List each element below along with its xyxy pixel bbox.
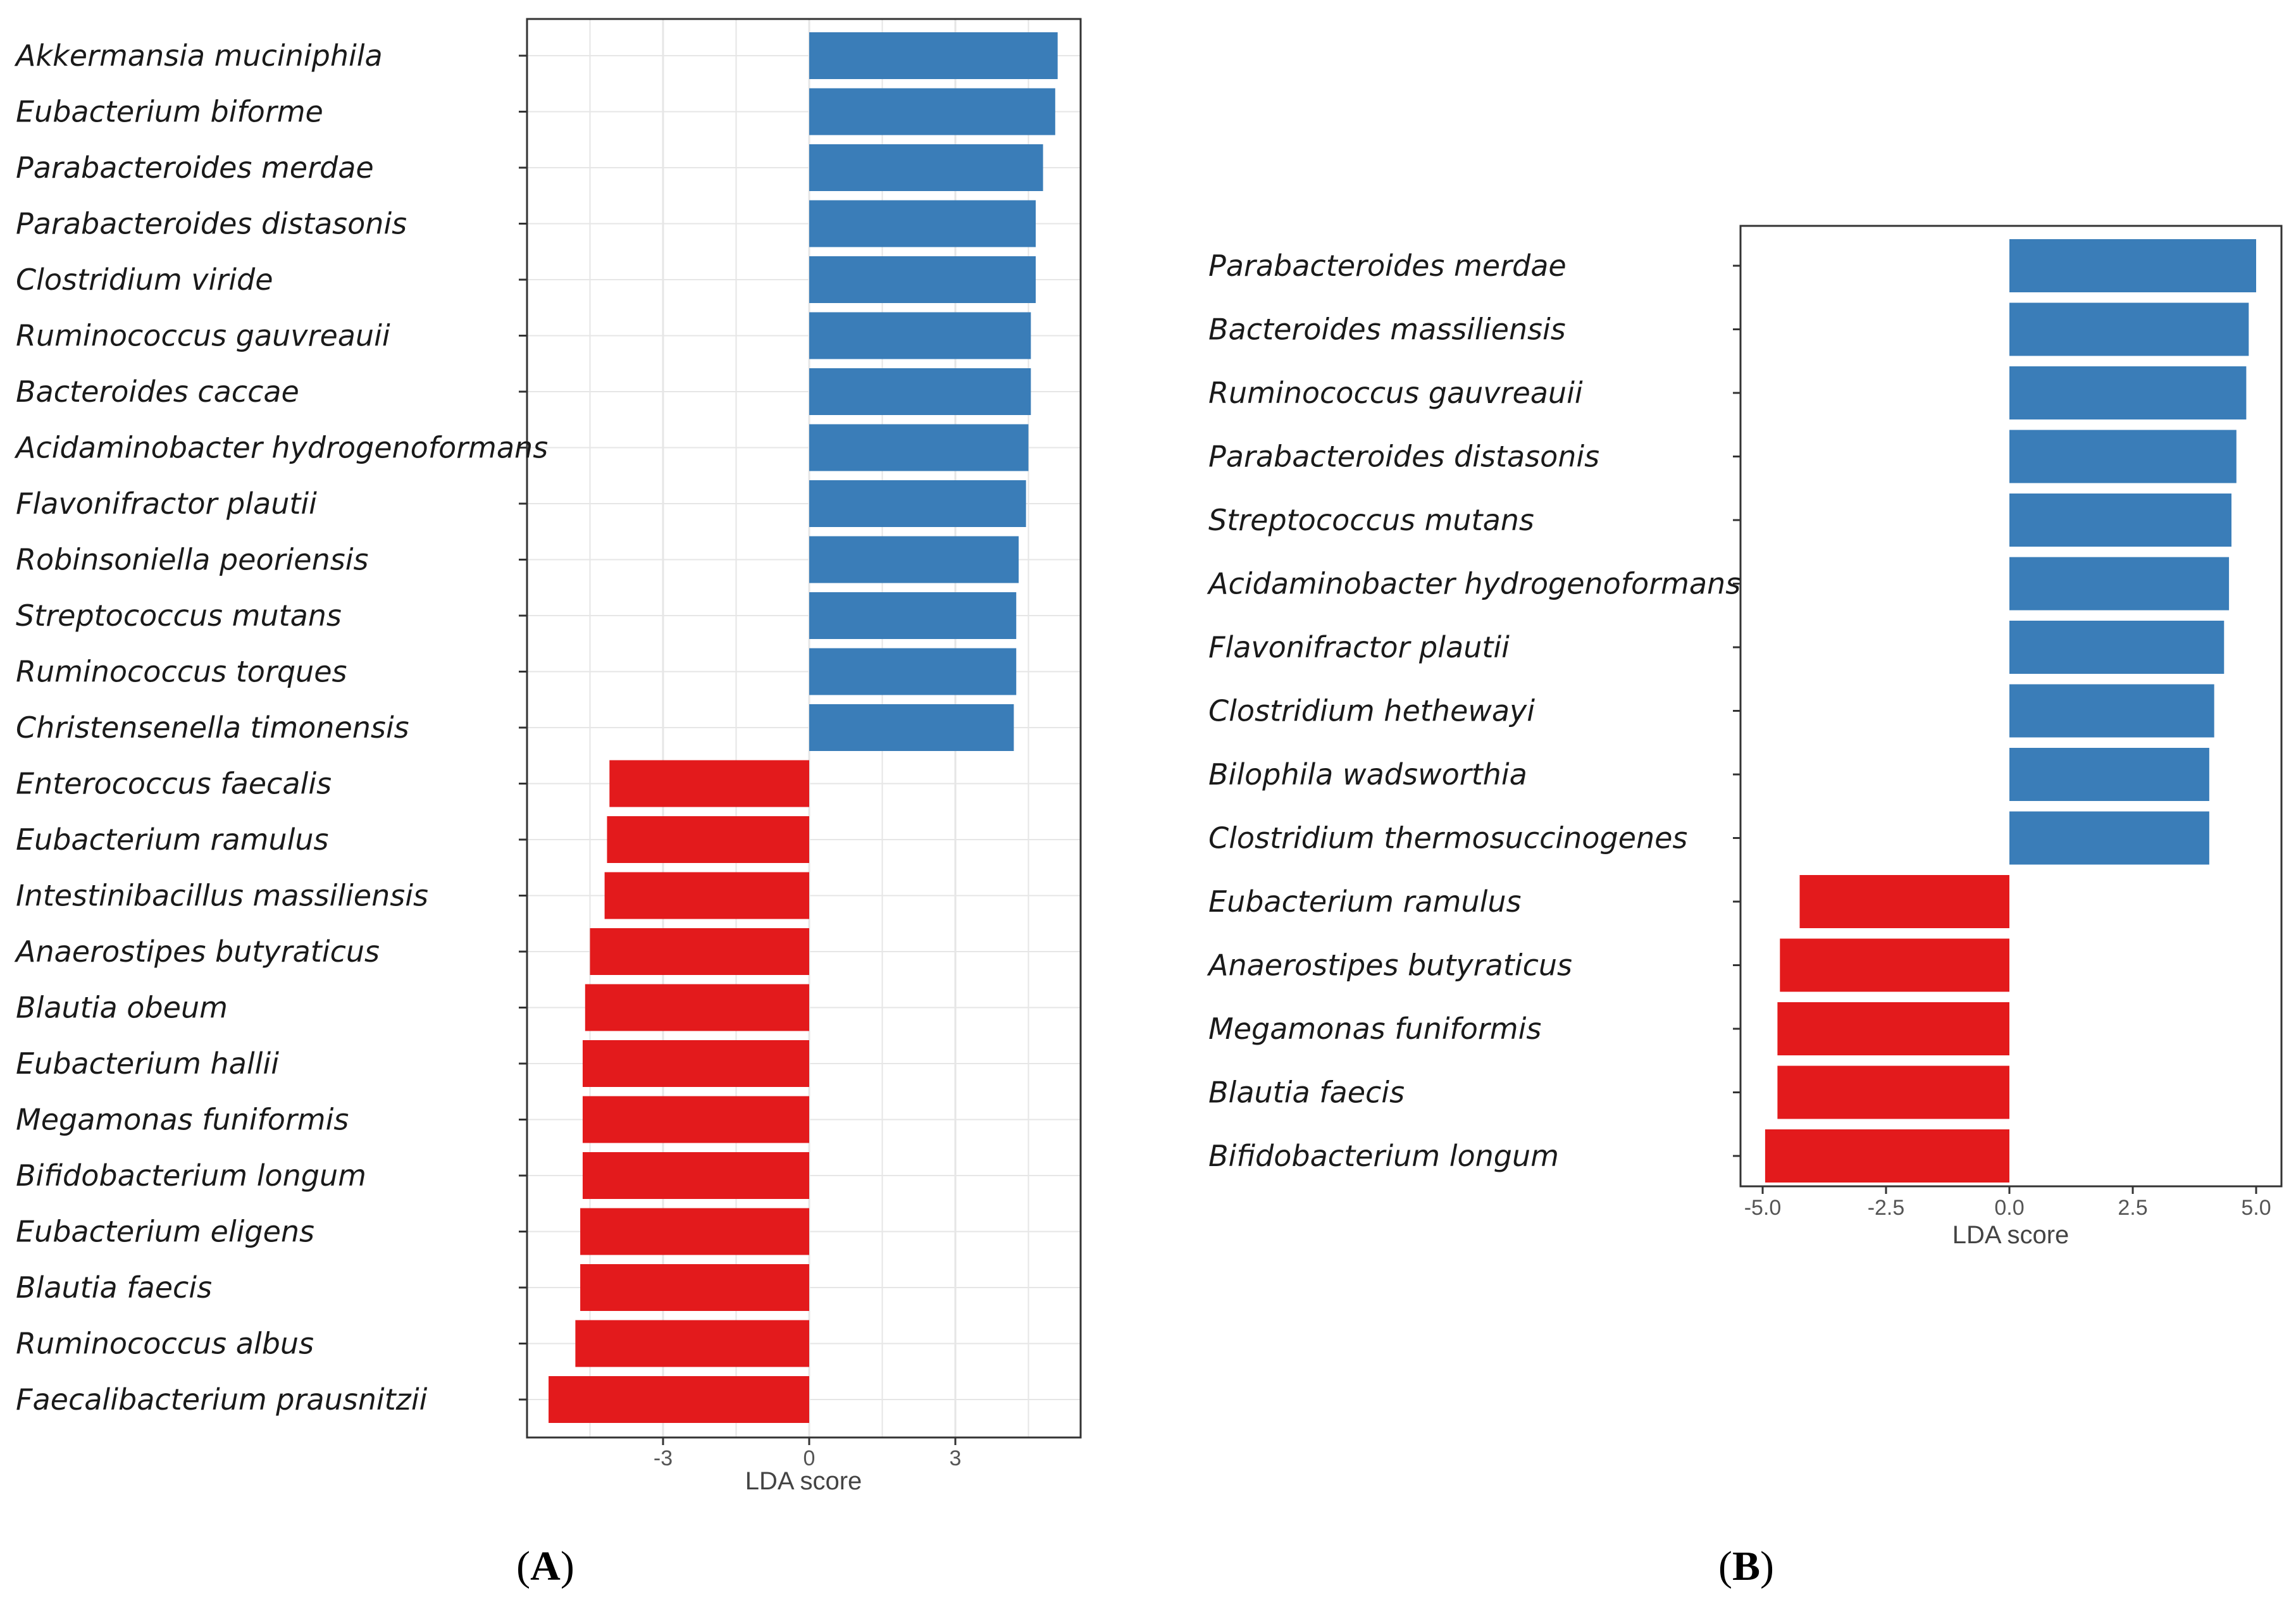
species-label-a-18: Eubacterium hallii — [16, 1046, 279, 1081]
bar-a-13 — [609, 760, 809, 807]
x-tick-label-b-1: -2.5 — [1868, 1196, 1905, 1220]
species-label-b-3: Parabacteroides distasonis — [1208, 440, 1599, 474]
bar-b-9 — [2009, 811, 2209, 865]
panel-label-a: (A) — [516, 1543, 574, 1589]
species-label-a-13: Enterococcus faecalis — [16, 767, 332, 801]
bar-a-19 — [582, 1096, 809, 1143]
species-label-a-10: Streptococcus mutans — [16, 599, 342, 633]
bar-b-0 — [2009, 239, 2256, 292]
bar-a-6 — [809, 368, 1031, 415]
panel-label-b: (B) — [1718, 1543, 1774, 1589]
species-label-a-22: Blautia faecis — [16, 1270, 212, 1305]
panel-b-frame — [1739, 225, 2283, 1188]
bar-a-2 — [809, 144, 1043, 191]
species-label-a-9: Robinsoniella peoriensis — [16, 543, 368, 577]
species-label-a-17: Blautia obeum — [16, 991, 228, 1025]
species-label-a-2: Parabacteroides merdae — [16, 151, 374, 185]
bar-b-2 — [2009, 366, 2247, 419]
species-label-a-16: Anaerostipes butyraticus — [14, 934, 380, 969]
bar-b-14 — [1765, 1129, 2009, 1183]
bar-b-10 — [1799, 875, 2009, 928]
species-label-b-1: Bacteroides massiliensis — [1208, 313, 1566, 347]
bar-b-6 — [2009, 621, 2225, 674]
species-label-a-11: Ruminococcus torques — [16, 655, 347, 689]
bar-a-0 — [809, 32, 1058, 79]
x-tick-label-a-2: 3 — [950, 1446, 962, 1470]
species-label-b-4: Streptococcus mutans — [1208, 503, 1534, 537]
species-label-b-8: Bilophila wadsworthia — [1208, 757, 1527, 792]
bar-b-1 — [2009, 302, 2249, 356]
species-label-a-12: Christensenella timonensis — [16, 711, 409, 745]
bar-a-14 — [607, 816, 809, 863]
bar-a-16 — [590, 928, 809, 975]
x-tick-label-b-4: 5.0 — [2241, 1196, 2271, 1220]
panel-b-chart: Parabacteroides merdae Bacteroides massil… — [1207, 225, 2283, 1589]
species-label-a-0: Akkermansia muciniphila — [14, 39, 383, 73]
bar-a-18 — [582, 1040, 809, 1087]
x-axis-label-a: LDA score — [745, 1467, 862, 1495]
x-tick-label-b-0: -5.0 — [1744, 1196, 1782, 1220]
bar-a-9 — [809, 536, 1019, 583]
species-label-a-1: Eubacterium biforme — [16, 95, 323, 129]
bar-a-3 — [809, 200, 1036, 247]
bar-b-5 — [2009, 557, 2230, 611]
bar-a-12 — [809, 704, 1014, 751]
species-label-b-5: Acidaminobacter hydrogenoformans — [1207, 567, 1741, 601]
bar-b-3 — [2009, 430, 2237, 483]
species-label-b-7: Clostridium hethewayi — [1208, 694, 1535, 728]
bar-b-13 — [1777, 1065, 2009, 1119]
bar-b-11 — [1780, 938, 2009, 992]
bar-a-5 — [809, 312, 1031, 359]
species-label-b-14: Bifidobacterium longum — [1208, 1139, 1559, 1173]
bar-b-7 — [2009, 684, 2214, 738]
species-label-b-10: Eubacterium ramulus — [1208, 885, 1521, 919]
bar-a-23 — [575, 1320, 809, 1367]
species-label-b-9: Clostridium thermosuccinogenes — [1208, 821, 1687, 855]
species-label-b-12: Megamonas funiformis — [1208, 1012, 1541, 1046]
bar-a-22 — [580, 1264, 809, 1311]
x-tick-label-a-1: 0 — [804, 1446, 816, 1470]
bar-a-4 — [809, 256, 1036, 303]
species-label-a-19: Megamonas funiformis — [16, 1103, 349, 1137]
panel-label-b-letter: B — [1732, 1543, 1760, 1589]
species-label-a-4: Clostridium viride — [16, 263, 273, 297]
species-label-a-14: Eubacterium ramulus — [16, 823, 328, 857]
species-label-b-6: Flavonifractor plautii — [1208, 630, 1510, 664]
panel-a-chart: Akkermansia muciniphila Eubacterium bifor… — [14, 18, 1082, 1589]
bar-a-24 — [549, 1376, 809, 1423]
species-label-b-13: Blautia faecis — [1208, 1076, 1405, 1110]
x-tick-label-b-3: 2.5 — [2118, 1196, 2147, 1220]
bar-b-12 — [1777, 1002, 2009, 1055]
bar-b-8 — [2009, 748, 2209, 801]
bar-a-15 — [604, 872, 809, 919]
panel-label-a-letter: A — [530, 1543, 561, 1589]
species-label-a-5: Ruminococcus gauvreauii — [16, 319, 390, 353]
bar-a-8 — [809, 480, 1026, 527]
species-label-a-3: Parabacteroides distasonis — [16, 207, 407, 241]
bar-a-20 — [582, 1152, 809, 1199]
species-label-b-2: Ruminococcus gauvreauii — [1208, 376, 1583, 410]
x-tick-label-b-2: 0.0 — [1994, 1196, 2024, 1220]
species-label-a-15: Intestinibacillus massiliensis — [16, 879, 428, 913]
species-label-a-24: Faecalibacterium prausnitzii — [16, 1382, 428, 1417]
species-label-b-11: Anaerostipes butyraticus — [1207, 948, 1572, 983]
species-label-a-23: Ruminococcus albus — [16, 1327, 314, 1361]
species-label-a-20: Bifidobacterium longum — [16, 1158, 366, 1193]
bar-a-1 — [809, 88, 1055, 135]
species-label-a-8: Flavonifractor plautii — [16, 487, 317, 521]
bar-a-21 — [580, 1208, 809, 1255]
x-tick-label-a-0: -3 — [654, 1446, 673, 1470]
species-label-a-7: Acidaminobacter hydrogenoformans — [14, 431, 548, 465]
x-axis-label-b: LDA score — [1952, 1221, 2070, 1249]
bar-b-4 — [2009, 494, 2231, 547]
species-label-b-0: Parabacteroides merdae — [1208, 249, 1567, 283]
species-label-a-6: Bacteroides caccae — [16, 375, 299, 409]
bar-a-17 — [585, 984, 809, 1031]
bar-a-11 — [809, 648, 1017, 695]
bar-a-7 — [809, 424, 1029, 471]
species-label-a-21: Eubacterium eligens — [16, 1215, 314, 1249]
bar-a-10 — [809, 592, 1017, 639]
